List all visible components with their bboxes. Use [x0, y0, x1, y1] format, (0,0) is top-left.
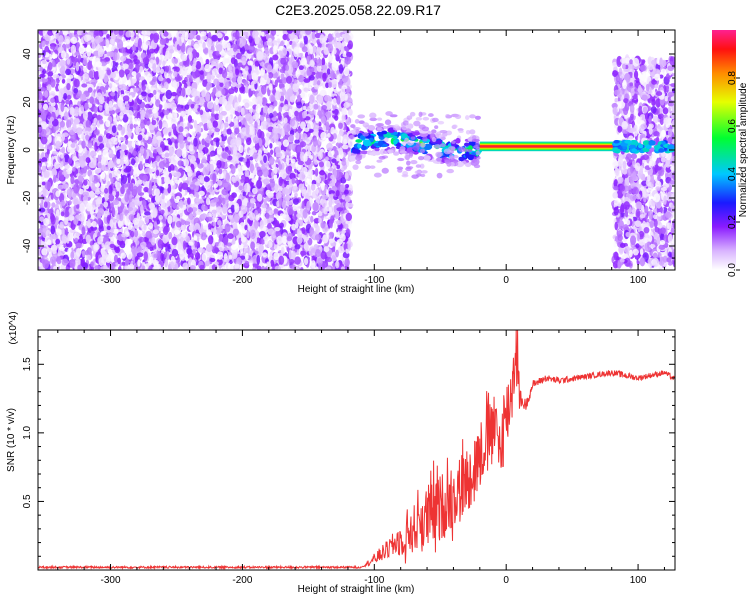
heatmap-cell — [322, 80, 327, 89]
heatmap-cell — [202, 225, 208, 230]
heatmap-cell — [324, 94, 331, 102]
heatmap-cell — [279, 222, 284, 229]
heatmap-cell — [262, 252, 268, 258]
heatmap-cell — [226, 128, 232, 135]
heatmap-cell — [275, 30, 281, 35]
heatmap-cell — [301, 227, 306, 234]
heatmap-cell — [51, 202, 56, 208]
heatmap-cell — [121, 261, 126, 266]
heatmap-cell — [228, 64, 233, 72]
heatmap-cell — [208, 194, 214, 199]
heatmap-cell — [231, 252, 238, 260]
heatmap-cell — [347, 108, 353, 116]
heatmap-cell — [144, 103, 151, 109]
heatmap-cell — [104, 193, 109, 202]
heatmap-cell — [273, 208, 278, 215]
heatmap-cell — [139, 66, 144, 73]
heatmap-cell — [277, 187, 283, 192]
heatmap-cell — [321, 57, 326, 67]
heatmap-cell — [68, 200, 72, 206]
heatmap-cell — [263, 149, 268, 154]
heatmap-cell — [242, 31, 249, 36]
heatmap-cell — [269, 149, 274, 155]
heatmap-cell — [88, 56, 96, 61]
heatmap-cell — [199, 109, 204, 116]
heatmap-cell — [305, 30, 312, 35]
heatmap-cell — [328, 117, 334, 123]
heatmap-cell — [340, 58, 345, 64]
heatmap-cell — [280, 40, 284, 47]
heatmap-cell — [256, 96, 263, 106]
heatmap-cell — [190, 103, 195, 109]
heatmap-cell — [231, 244, 238, 251]
heatmap-cell — [310, 183, 316, 191]
heatmap-cell — [345, 184, 350, 189]
heatmap-cell — [43, 201, 48, 208]
heatmap-cell — [321, 64, 328, 70]
heatmap-cell — [242, 191, 246, 197]
heatmap-cell — [118, 266, 122, 270]
heatmap-cell — [301, 46, 308, 53]
spectrogram-heatmap — [38, 30, 675, 270]
heatmap-cell — [196, 34, 201, 41]
heatmap-cell — [294, 244, 301, 250]
heatmap-cell — [278, 163, 283, 170]
chart-title: C2E3.2025.058.22.09.R17 — [275, 2, 441, 18]
heatmap-cell — [205, 58, 210, 65]
heatmap-cell — [113, 116, 118, 126]
heatmap-cell — [109, 60, 114, 68]
heatmap-cell — [141, 30, 147, 36]
heatmap-cell — [261, 265, 266, 270]
heatmap-cell — [291, 250, 296, 260]
heatmap-cell — [238, 93, 242, 103]
heatmap-cell — [131, 71, 137, 77]
heatmap-cell — [223, 35, 229, 41]
heatmap-cell — [200, 31, 207, 37]
